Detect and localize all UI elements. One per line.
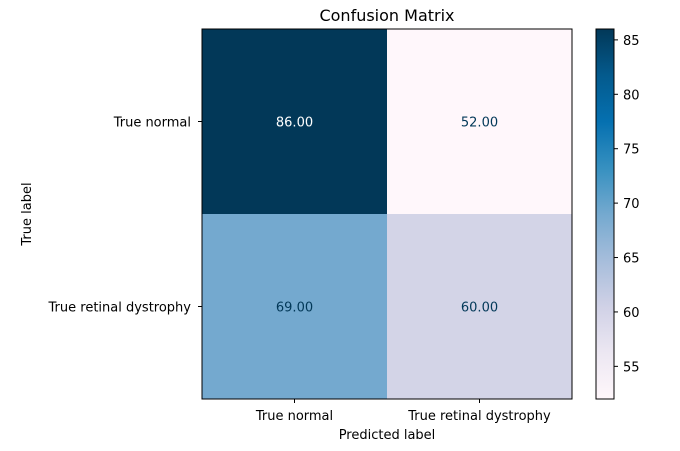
y-axis-label: True label [20, 182, 35, 246]
cell-value-label: 52.00 [461, 116, 498, 131]
cell-value-label: 69.00 [276, 301, 313, 316]
cell-value-label: 60.00 [461, 301, 498, 316]
colorbar-tick-label: 55 [623, 360, 640, 375]
colorbar-tick-label: 85 [623, 34, 640, 49]
y-tick-label: True normal [113, 116, 191, 131]
colorbar-tick-label: 80 [623, 88, 640, 103]
x-axis-ticks: True normal True retinal dystrophy [255, 399, 551, 424]
y-axis-ticks: True normal True retinal dystrophy [48, 116, 202, 316]
x-tick-label: True retinal dystrophy [407, 409, 551, 424]
chart-title: Confusion Matrix [319, 6, 454, 25]
colorbar [595, 28, 615, 400]
x-tick-label: True normal [255, 409, 333, 424]
colorbar-ticks: 55 60 65 70 75 80 85 [614, 34, 640, 375]
y-tick-label: True retinal dystrophy [48, 301, 192, 316]
x-axis-label: Predicted label [339, 428, 436, 443]
heatmap-cell [202, 29, 387, 214]
heatmap-cell [387, 214, 572, 399]
heatmap-cells [202, 29, 572, 399]
plot-frame [201, 28, 573, 400]
colorbar-tick-label: 65 [623, 252, 640, 267]
heatmap-cell [202, 214, 387, 399]
colorbar-tick-label: 70 [623, 197, 640, 212]
colorbar-tick-label: 60 [623, 306, 640, 321]
heatmap-cell-labels: 86.00 52.00 69.00 60.00 [276, 116, 498, 316]
heatmap-cell [387, 29, 572, 214]
colorbar-tick-label: 75 [623, 143, 640, 158]
cell-value-label: 86.00 [276, 116, 313, 131]
